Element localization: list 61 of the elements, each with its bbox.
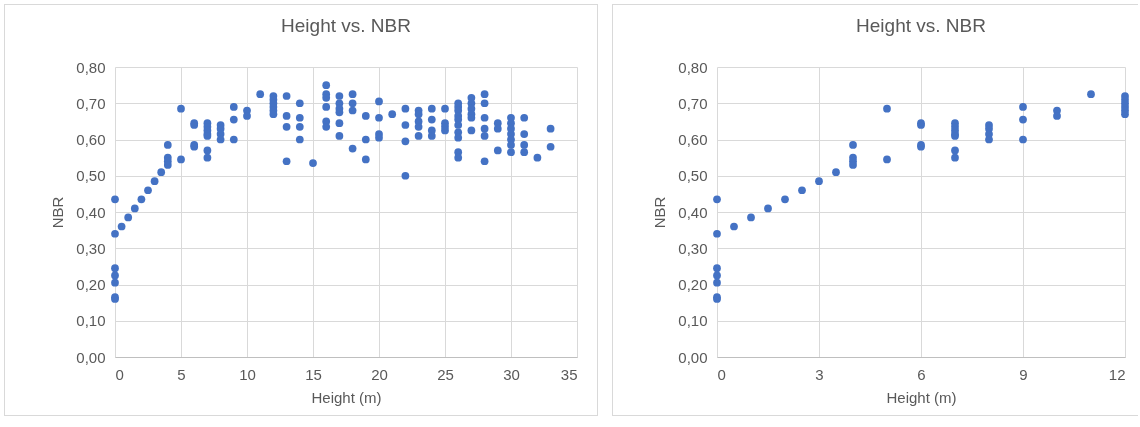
x-axis-title: Height (m) [886,388,957,406]
y-tick-label: 0,10 [678,312,708,330]
y-tick-label: 0,70 [76,94,106,112]
y-tick-label: 0,30 [678,239,708,257]
y-tick-label: 0,20 [76,276,106,293]
y-tick-label: 0,50 [678,167,708,185]
x-tick-label: 15 [305,365,322,383]
point [798,186,806,195]
x-tick-label: 10 [239,365,256,383]
y-tick-label: 0,60 [76,131,106,148]
point [1019,115,1027,124]
point [1121,110,1129,118]
point [1019,135,1027,144]
point [1019,103,1027,111]
point [713,278,721,287]
point [883,104,891,113]
point [951,146,959,155]
y-tick-label: 0,40 [678,203,708,221]
y-tick-label: 0,80 [76,58,106,76]
x-tick-label: 0 [115,365,124,383]
y-tick-label: 0,20 [678,276,708,293]
y-tick-label: 0,60 [678,131,708,148]
x-tick-label: 9 [1019,365,1028,383]
y-tick-label: 0,00 [678,348,708,366]
point [713,264,721,273]
y-tick-label: 0,10 [76,312,106,330]
point [1053,112,1061,120]
x-tick-label: 35 [560,365,578,383]
point [713,229,721,238]
point [951,153,959,162]
point [764,204,772,213]
x-axis-title: Height (m) [311,388,382,406]
point [849,161,857,169]
point [832,168,840,176]
x-tick-label: 3 [815,365,824,383]
point [713,195,721,204]
y-tick-label: 0,50 [76,167,106,185]
point [815,177,823,186]
y-tick-label: 0,70 [678,94,708,112]
chart-title: Height vs. NBR [856,15,986,36]
x-tick-label: 0 [717,365,726,383]
y-tick-label: 0,40 [76,203,106,221]
point [849,141,857,149]
point [1087,90,1095,99]
chart-title: Height vs. NBR [281,15,411,36]
y-axis-title: NBR [49,196,67,229]
point [747,213,755,222]
y-tick-label: 0,80 [678,58,708,76]
y-tick-label: 0,00 [76,348,106,366]
y-axis-title: NBR [651,196,669,229]
x-tick-label: 20 [371,365,388,383]
point [713,271,721,280]
x-tick-label: 6 [917,365,926,383]
point [730,222,738,231]
x-tick-label: 12 [1108,365,1126,383]
x-tick-label: 25 [437,365,454,383]
point [883,155,891,164]
point [781,195,789,204]
y-tick-label: 0,30 [76,239,106,257]
x-tick-label: 5 [177,365,186,383]
x-tick-label: 30 [503,365,520,383]
